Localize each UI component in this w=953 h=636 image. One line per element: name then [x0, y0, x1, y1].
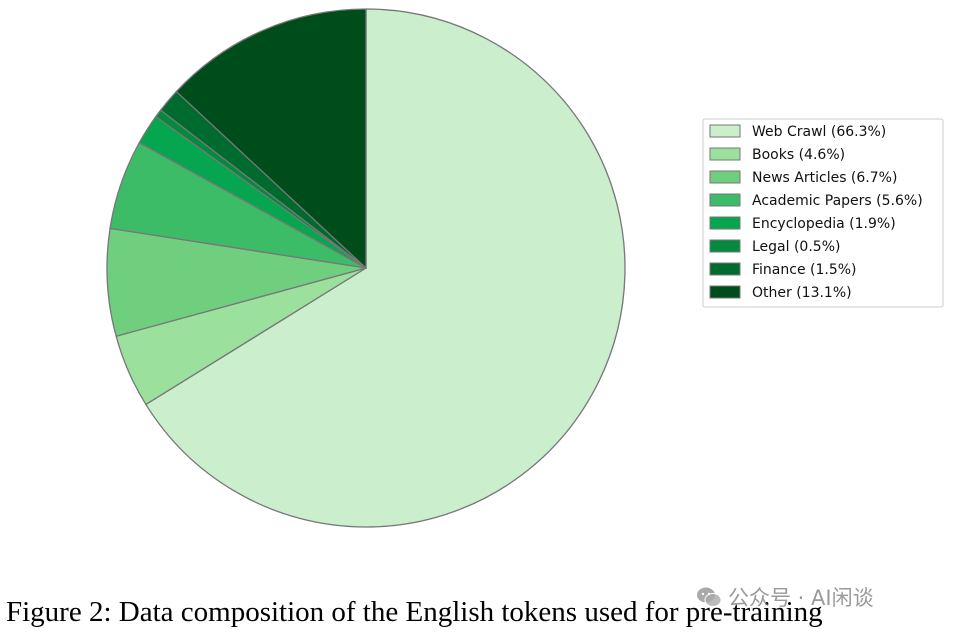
- legend-label-3: Academic Papers (5.6%): [752, 193, 923, 209]
- legend-label-1: Books (4.6%): [752, 147, 845, 163]
- legend-label-7: Other (13.1%): [752, 285, 852, 301]
- legend-swatch-0: [709, 124, 741, 138]
- legend-frame: [702, 118, 944, 308]
- legend: Web Crawl (66.3%) Books (4.6%) News Articl…: [702, 118, 944, 308]
- legend-swatch-7: [709, 285, 741, 299]
- wechat-icon: [697, 587, 722, 607]
- legend-swatch-1: [709, 147, 741, 161]
- legend-label-2: News Articles (6.7%): [752, 170, 897, 186]
- pie-slices: [106, 8, 626, 528]
- watermark: 公众号 · AI闲谈: [696, 582, 874, 612]
- legend-label-4: Encyclopedia (1.9%): [752, 216, 896, 232]
- legend-swatch-2: [709, 170, 741, 184]
- legend-swatch-5: [709, 239, 741, 253]
- pie-slice-2: [106, 227, 367, 337]
- legend-swatch-3: [709, 193, 741, 207]
- figure-caption: Figure 2: Data composition of the Englis…: [6, 596, 823, 628]
- legend-label-5: Legal (0.5%): [752, 239, 840, 255]
- watermark-text: 公众号 · AI闲谈: [728, 586, 874, 610]
- legend-label-6: Finance (1.5%): [752, 262, 857, 278]
- legend-swatch-6: [709, 262, 741, 276]
- pie-slice-0: [145, 8, 626, 528]
- pie-slice-7: [175, 8, 367, 269]
- legend-label-0: Web Crawl (66.3%): [752, 124, 886, 140]
- legend-swatch-4: [709, 216, 741, 230]
